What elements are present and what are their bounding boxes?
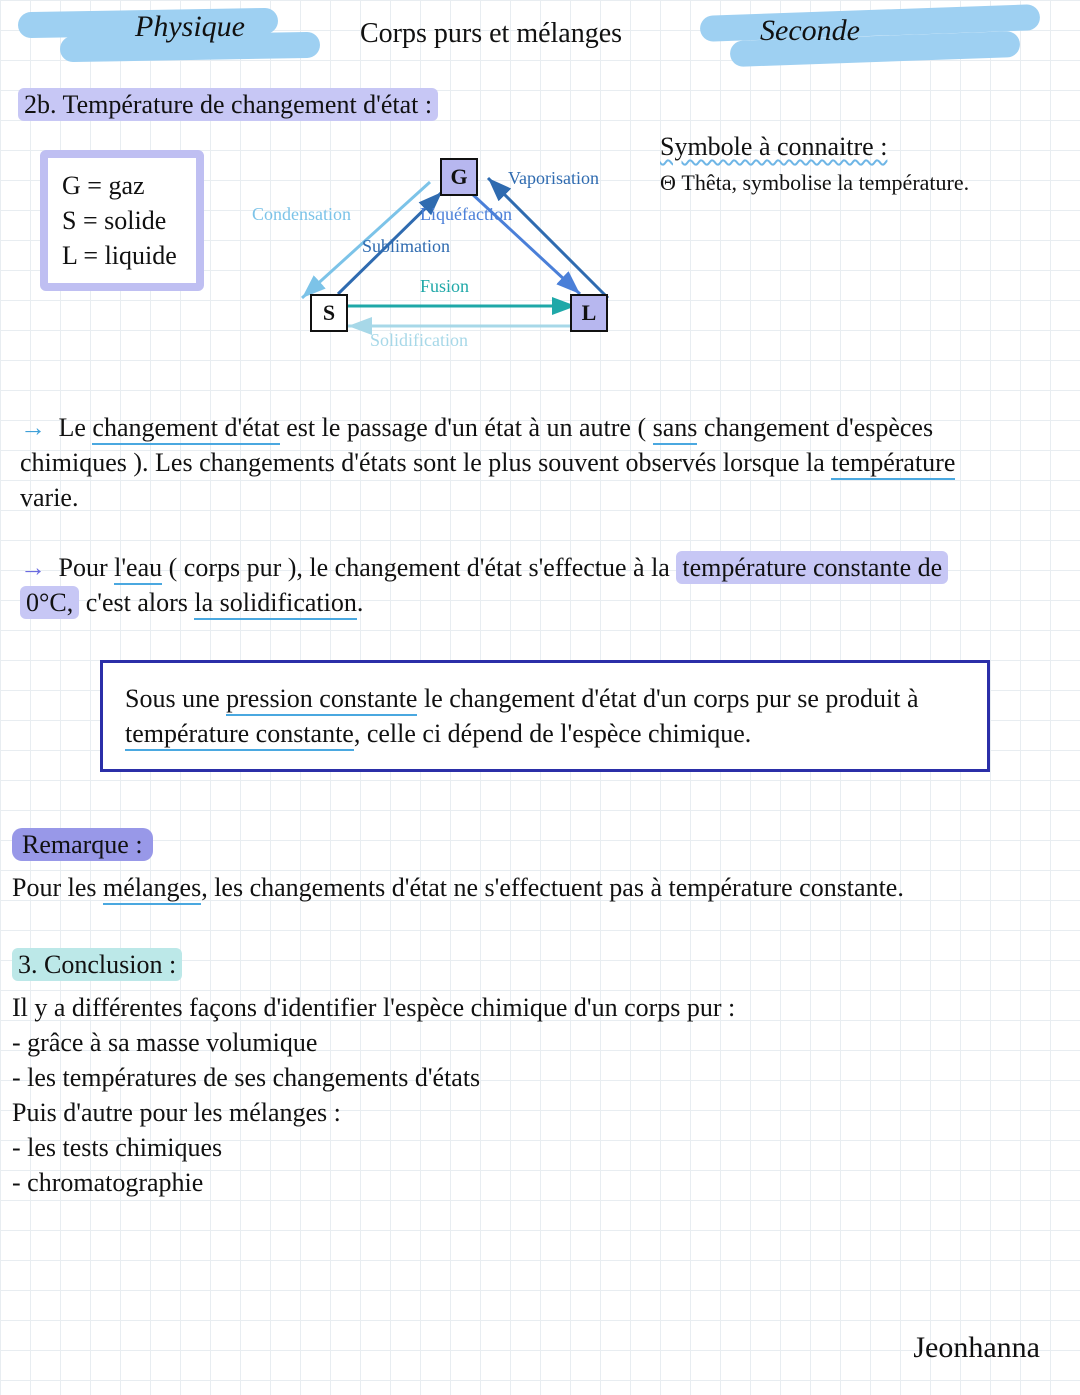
p2-u2: la solidification — [194, 588, 356, 620]
theta-icon: Θ — [660, 170, 676, 195]
p1-u2: sans — [653, 413, 698, 445]
box-u1: pression constante — [226, 684, 417, 716]
header-center: Corps purs et mélanges — [360, 18, 622, 50]
conc-b3: - les tests chimiques — [12, 1130, 1052, 1165]
label-condensation: Condensation — [252, 204, 351, 225]
p2-tail: . — [357, 588, 364, 617]
remarque-heading: Remarque : — [12, 830, 153, 860]
p2-line2a: 0°C, — [20, 586, 79, 619]
node-g: G — [440, 158, 478, 196]
p2-mid2: c'est alors — [79, 588, 194, 617]
conc-line2: Puis d'autre pour les mélanges : — [12, 1095, 1052, 1130]
label-sublimation: Sublimation — [362, 236, 450, 257]
box-mid: le changement d'état d'un corps pur se p… — [417, 684, 918, 713]
box-pre: Sous une — [125, 684, 226, 713]
legend-box: G = gaz S = solide L = liquide — [40, 150, 204, 291]
node-s: S — [310, 294, 348, 332]
symbol-title: Symbole à connaitre : — [660, 132, 887, 161]
p1-u1: changement d'état — [92, 413, 279, 445]
paragraph-1: → Le changement d'état est le passage d'… — [20, 410, 980, 515]
symbol-text: Thêta, symbolise la température. — [681, 170, 969, 195]
header-left: Physique — [135, 10, 245, 44]
label-liquefaction: Liquéfaction — [420, 204, 512, 225]
p2-mid1: ( corps pur ), le changement d'état s'ef… — [162, 553, 676, 582]
signature: Jeonhanna — [913, 1331, 1040, 1365]
conclusion-heading: 3. Conclusion : — [12, 950, 182, 980]
header-right: Seconde — [760, 14, 860, 48]
remarque-label: Remarque : — [12, 828, 153, 861]
conclusion-body: Il y a différentes façons d'identifier l… — [12, 990, 1052, 1201]
p1-pre: Le — [59, 413, 93, 442]
box-u2: température constante — [125, 719, 354, 751]
legend-line-l: L = liquide — [62, 238, 182, 273]
boxed-note: Sous une pression constante le changemen… — [100, 660, 990, 772]
p2-u1: l'eau — [114, 553, 162, 585]
conc-b1: - grâce à sa masse volumique — [12, 1025, 1052, 1060]
section-2b-heading: 2b. Température de changement d'état : — [18, 90, 438, 120]
paragraph-2: → Pour l'eau ( corps pur ), le changemen… — [20, 550, 1040, 620]
symbol-box: Symbole à connaitre : Θ Thêta, symbolise… — [660, 132, 1060, 196]
remarque-text: Pour les mélanges, les changements d'éta… — [12, 870, 1052, 905]
box-tail: , celle ci dépend de l'espèce chimique. — [354, 719, 751, 748]
rem-tail: , les changements d'état ne s'effectuent… — [201, 873, 904, 902]
label-solidification: Solidification — [370, 330, 468, 351]
conc-b4: - chromatographie — [12, 1165, 1052, 1200]
rem-u1: mélanges — [103, 873, 201, 905]
conclusion-head: 3. Conclusion : — [12, 948, 182, 981]
label-vaporisation: Vaporisation — [508, 168, 599, 189]
conc-line1: Il y a différentes façons d'identifier l… — [12, 990, 1052, 1025]
arrow-icon: → — [20, 413, 46, 442]
p1-tail: varie. — [20, 483, 78, 512]
conc-b2: - les températures de ses changements d'… — [12, 1060, 1052, 1095]
symbol-line: Θ Thêta, symbolise la température. — [660, 170, 1060, 196]
rem-pre: Pour les — [12, 873, 103, 902]
p1-u3: température — [831, 448, 955, 480]
p1-mid1: est le passage d'un état à un autre ( — [280, 413, 653, 442]
section-2b-text: 2b. Température de changement d'état : — [18, 88, 438, 121]
arrow-icon: → — [20, 553, 46, 582]
label-fusion: Fusion — [420, 276, 469, 297]
p2-hl1: température constante de — [676, 551, 948, 584]
legend-line-s: S = solide — [62, 203, 182, 238]
legend-line-g: G = gaz — [62, 168, 182, 203]
p2-pre: Pour — [59, 553, 115, 582]
node-l: L — [570, 294, 608, 332]
